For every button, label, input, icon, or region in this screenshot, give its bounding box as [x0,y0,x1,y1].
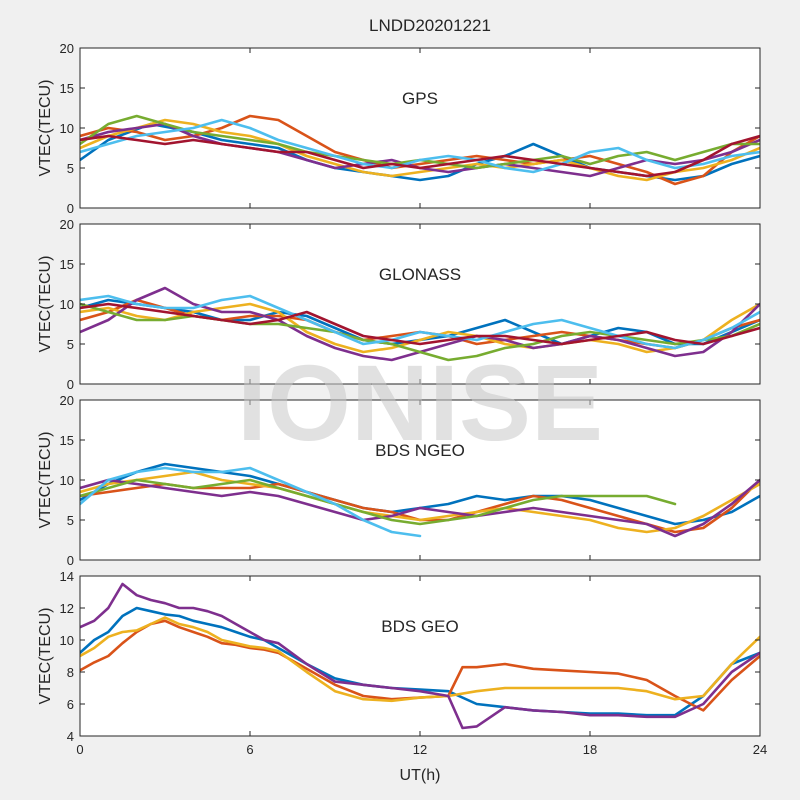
series-line-6 [80,294,760,350]
y-axis-label: VTEC(TECU) [37,80,54,177]
series-line-5 [80,478,677,526]
y-tick-label: 0 [67,201,74,216]
series-group [80,286,760,362]
series-line-7 [80,302,760,346]
series-group [80,582,760,730]
y-tick-label: 5 [67,337,74,352]
series-group [80,114,760,186]
y-tick-label: 5 [67,161,74,176]
y-tick-label: 15 [60,81,74,96]
y-tick-label: 15 [60,433,74,448]
x-tick-label: 6 [246,742,253,757]
y-tick-label: 12 [60,601,74,616]
y-tick-label: 20 [60,41,74,56]
series-line-6 [80,466,422,538]
axes-background [80,576,760,736]
series-line-4 [80,478,760,538]
x-axis-label: UT(h) [400,767,441,784]
y-tick-label: 8 [67,665,74,680]
panel-label: BDS NGEO [375,441,465,460]
panel-label: BDS GEO [381,617,458,636]
panel-gps: 0 5 10 15 20 GPS VTEC(TECU) [37,41,761,216]
y-tick-label: 5 [67,513,74,528]
panel-glonass: 0 5 10 15 20 GLONASS VTEC(TECU) [37,217,761,392]
y-tick-label: 10 [60,473,74,488]
y-tick-label: 20 [60,217,74,232]
y-axis-label: VTEC(TECU) [37,256,54,353]
figure-title: LNDD20201221 [369,16,491,35]
series-line-3 [80,302,760,354]
x-tick-label: 12 [413,742,427,757]
y-tick-label: 0 [67,553,74,568]
series-line-3 [80,118,760,182]
y-tick-label: 10 [60,633,74,648]
y-tick-label: 4 [67,729,74,744]
x-tick-label: 24 [753,742,767,757]
watermark: IONISE [237,342,603,463]
y-axis-label: VTEC(TECU) [37,608,54,705]
x-tick-label: 18 [583,742,597,757]
y-tick-label: 20 [60,393,74,408]
y-tick-label: 10 [60,297,74,312]
series-line-3 [80,616,760,703]
series-line-1 [80,606,760,717]
x-tick-label: 0 [76,742,83,757]
y-axis-label: VTEC(TECU) [37,432,54,529]
series-line-1 [80,122,760,182]
panels: 0 5 10 15 20 GPS VTEC(TECU) 0 5 10 15 20 GLONASS VTEC… [37,41,767,757]
panel-label: GLONASS [379,265,461,284]
y-tick-label: 0 [67,377,74,392]
panel-bds-geo: 4 6 8 10 12 14 0 6 12 18 24 BDS GEO VTEC(TECU) [37,569,767,757]
series-line-6 [80,118,760,174]
y-tick-label: 14 [60,569,74,584]
series-line-7 [80,134,760,178]
axes-background [80,400,760,560]
panel-bds-ngeo: 0 5 10 15 20 BDS NGEO VTEC(TECU) [37,393,761,568]
y-tick-label: 6 [67,697,74,712]
panel-label: GPS [402,89,438,108]
y-tick-label: 10 [60,121,74,136]
series-group [80,462,760,538]
series-line-4 [80,582,760,730]
y-tick-label: 15 [60,257,74,272]
